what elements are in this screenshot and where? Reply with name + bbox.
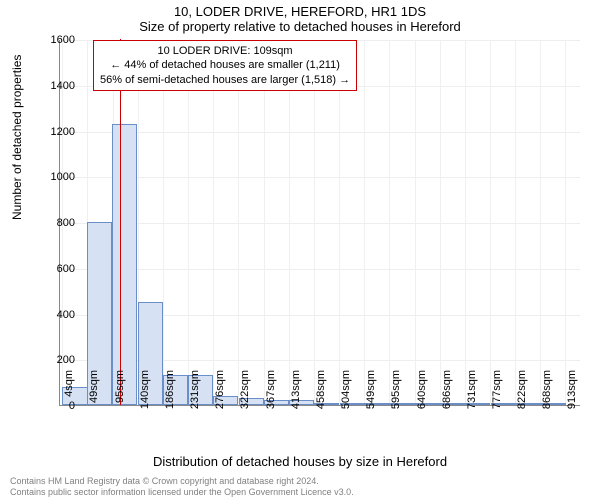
- info-line-2: ← 44% of detached houses are smaller (1,…: [100, 58, 350, 72]
- gridline-v: [490, 40, 491, 405]
- x-tick-label: 504sqm: [340, 370, 352, 420]
- y-tick-label: 1200: [35, 126, 75, 138]
- x-tick-label: 4sqm: [63, 370, 75, 420]
- gridline-v: [314, 40, 315, 405]
- gridline-v: [339, 40, 340, 405]
- gridline-v: [565, 40, 566, 405]
- x-tick-label: 595sqm: [390, 370, 402, 420]
- gridline-v: [238, 40, 239, 405]
- x-tick-label: 276sqm: [214, 370, 226, 420]
- gridline-v: [440, 40, 441, 405]
- gridline-v: [515, 40, 516, 405]
- x-tick-label: 731sqm: [466, 370, 478, 420]
- footer-line-2: Contains public sector information licen…: [10, 487, 354, 497]
- x-tick-label: 95sqm: [114, 370, 126, 420]
- y-tick-label: 1000: [35, 171, 75, 183]
- y-tick-label: 1600: [35, 34, 75, 46]
- x-tick-label: 777sqm: [491, 370, 503, 420]
- x-tick-label: 913sqm: [566, 370, 578, 420]
- gridline-v: [364, 40, 365, 405]
- info-line-3: 56% of semi-detached houses are larger (…: [100, 73, 350, 87]
- x-tick-label: 686sqm: [441, 370, 453, 420]
- gridline-v: [540, 40, 541, 405]
- footer-text: Contains HM Land Registry data © Crown c…: [10, 476, 354, 497]
- gridline-v: [465, 40, 466, 405]
- page-title: 10, LODER DRIVE, HEREFORD, HR1 1DS: [0, 0, 600, 19]
- x-tick-label: 549sqm: [365, 370, 377, 420]
- x-tick-label: 822sqm: [516, 370, 528, 420]
- x-tick-label: 868sqm: [541, 370, 553, 420]
- y-tick-label: 800: [35, 217, 75, 229]
- y-tick-label: 400: [35, 309, 75, 321]
- x-tick-label: 413sqm: [290, 370, 302, 420]
- y-tick-label: 1400: [35, 80, 75, 92]
- y-tick-label: 200: [35, 354, 75, 366]
- gridline-v: [264, 40, 265, 405]
- x-tick-label: 322sqm: [239, 370, 251, 420]
- gridline-v: [188, 40, 189, 405]
- gridline-v: [389, 40, 390, 405]
- info-line-1: 10 LODER DRIVE: 109sqm: [100, 44, 350, 58]
- x-tick-label: 49sqm: [88, 370, 100, 420]
- x-tick-label: 231sqm: [189, 370, 201, 420]
- footer-line-1: Contains HM Land Registry data © Crown c…: [10, 476, 354, 486]
- x-axis-label: Distribution of detached houses by size …: [0, 454, 600, 469]
- x-tick-label: 640sqm: [416, 370, 428, 420]
- histogram-bar: [112, 124, 137, 405]
- x-tick-label: 140sqm: [139, 370, 151, 420]
- reference-line: [120, 39, 121, 405]
- gridline-v: [289, 40, 290, 405]
- plot-region: [59, 40, 580, 406]
- gridline-v: [213, 40, 214, 405]
- chart-area: [59, 40, 580, 406]
- y-axis-label: Number of detached properties: [10, 55, 24, 220]
- gridline-v: [415, 40, 416, 405]
- x-tick-label: 458sqm: [315, 370, 327, 420]
- x-tick-label: 367sqm: [265, 370, 277, 420]
- x-tick-label: 186sqm: [164, 370, 176, 420]
- y-tick-label: 600: [35, 263, 75, 275]
- page-subtitle: Size of property relative to detached ho…: [0, 19, 600, 36]
- info-box: 10 LODER DRIVE: 109sqm ← 44% of detached…: [93, 40, 357, 91]
- gridline-v: [163, 40, 164, 405]
